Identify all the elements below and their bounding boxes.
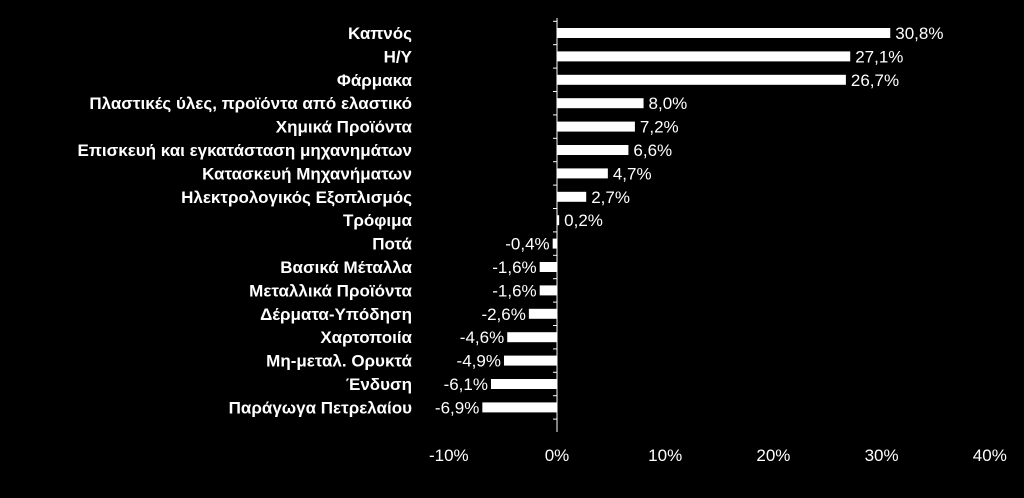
data-label: -1,6%: [492, 281, 536, 300]
labels-layer: Καπνός 30,8% Η/Υ 27,1% Φάρμακα 26,7% Πλαστικές…: [78, 24, 1007, 465]
category-label: Μεταλλικά Προϊόντα: [249, 281, 412, 300]
data-label: 8,0%: [649, 94, 688, 113]
bar: [503, 355, 557, 366]
data-label: 7,2%: [640, 118, 679, 137]
data-label: 0,2%: [564, 211, 603, 230]
x-tick-label: 40%: [973, 446, 1007, 465]
data-label: 30,8%: [895, 24, 943, 43]
bar: [557, 168, 608, 179]
category-label: Χημικά Προϊόντα: [276, 118, 413, 137]
x-tick-label: 0%: [545, 446, 570, 465]
x-tick-label: 30%: [865, 446, 899, 465]
bar: [557, 145, 629, 155]
data-label: -6,9%: [435, 398, 479, 417]
bars-layer: [482, 28, 891, 413]
category-label: Μη-μεταλ. Ορυκτά: [266, 352, 412, 371]
data-label: 4,7%: [613, 164, 652, 183]
category-label: Η/Υ: [384, 47, 413, 66]
bar: [490, 379, 557, 389]
x-tick-label: 20%: [756, 446, 790, 465]
bar: [557, 98, 644, 109]
data-label: -4,6%: [460, 328, 504, 347]
bar: [557, 28, 891, 38]
bar: [539, 285, 557, 296]
bar: [557, 191, 587, 202]
category-label: Ηλεκτρολογικός Εξοπλισμός: [181, 188, 412, 207]
bar: [482, 402, 557, 413]
category-label: Ένδυση: [346, 375, 412, 394]
category-label: Δέρματα-Υπόδηση: [260, 305, 412, 324]
bar: [557, 51, 851, 62]
category-label: Χαρτοποιία: [320, 328, 412, 347]
category-label: Κατασκευή Μηχανήματων: [202, 164, 412, 183]
data-label: 27,1%: [855, 47, 903, 66]
category-label: Επισκευή και εγκατάσταση μηχανημάτων: [78, 141, 412, 160]
x-tick-label: -10%: [429, 446, 469, 465]
bar: [507, 332, 557, 343]
data-label: -0,4%: [505, 235, 549, 254]
data-label: -1,6%: [492, 258, 536, 277]
category-label: Ποτά: [372, 235, 412, 254]
data-label: 26,7%: [851, 71, 899, 90]
category-label: Φάρμακα: [337, 71, 413, 90]
category-label: Παράγωγα Πετρελαίου: [229, 398, 412, 417]
bar: [557, 121, 635, 132]
data-label: -2,6%: [481, 305, 525, 324]
category-label: Τρόφιμα: [343, 211, 413, 230]
data-label: 6,6%: [633, 141, 672, 160]
bar: [557, 74, 846, 85]
data-label: -6,1%: [444, 375, 488, 394]
category-label: Πλαστικές ύλες, προϊόντα από ελαστικό: [89, 94, 412, 113]
bar: [557, 215, 560, 226]
bar: [539, 262, 557, 272]
axis-layer: [553, 18, 558, 432]
x-tick-label: 10%: [648, 446, 682, 465]
category-label: Καπνός: [348, 24, 412, 43]
data-label: -4,9%: [457, 352, 501, 371]
bar: [552, 238, 557, 249]
category-label: Βασικά Μέταλλα: [280, 258, 412, 277]
data-label: 2,7%: [591, 188, 630, 207]
bar: [528, 308, 557, 319]
